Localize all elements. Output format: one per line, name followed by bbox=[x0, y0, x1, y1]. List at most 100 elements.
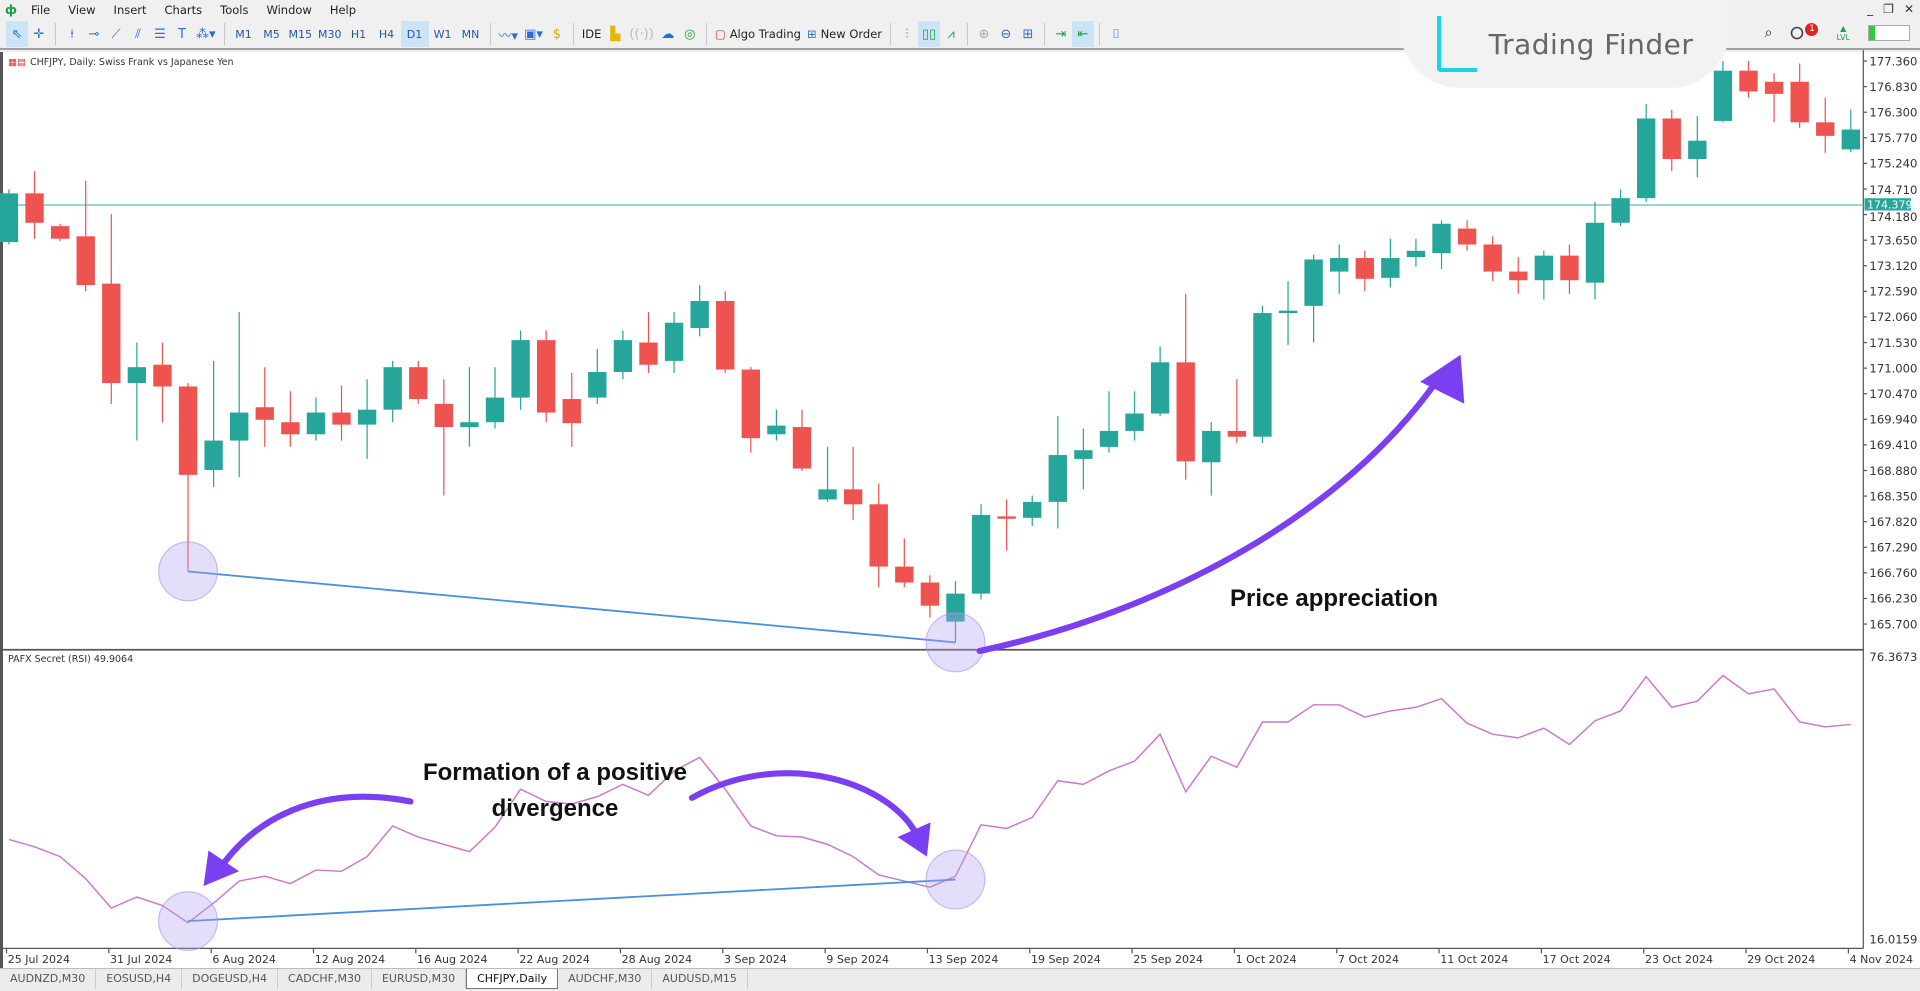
menu-view[interactable]: View bbox=[68, 3, 96, 17]
app-logo-icon: ф bbox=[5, 3, 17, 17]
chart-symbol-icon: ▦▤ bbox=[8, 57, 26, 68]
cursor-tool-icon[interactable]: ⇖ bbox=[6, 21, 28, 47]
indicators-icon[interactable]: 〰▾ bbox=[498, 28, 519, 44]
templates-icon[interactable]: ▣▾ bbox=[524, 26, 543, 42]
chart-shift-icon[interactable]: ⇤ bbox=[1072, 21, 1094, 47]
candle-body bbox=[1611, 198, 1630, 223]
candle-body bbox=[1406, 250, 1426, 258]
time-tick-label: 25 Sep 2024 bbox=[1133, 953, 1203, 966]
level-label: LVL bbox=[1836, 33, 1850, 42]
menu-charts[interactable]: Charts bbox=[164, 3, 203, 17]
radio-icon[interactable]: ((·)) bbox=[629, 26, 654, 42]
algo-trading-button[interactable]: ▢ Algo Trading bbox=[712, 21, 804, 47]
arrowhead-icon bbox=[1420, 354, 1465, 404]
timeframe-d1[interactable]: D1 bbox=[400, 21, 429, 47]
chart-tab[interactable]: DOGEUSD,H4 bbox=[182, 969, 279, 989]
trading-finder-logo-icon bbox=[1436, 16, 1477, 72]
menu-file[interactable]: File bbox=[31, 3, 51, 17]
timeframe-h1[interactable]: H1 bbox=[350, 27, 367, 41]
auto-scroll-icon[interactable]: ⇥ bbox=[1055, 26, 1067, 42]
highlight-circle bbox=[158, 541, 219, 602]
tile-windows-icon[interactable]: ⊞ bbox=[1022, 26, 1034, 42]
signals-icon[interactable]: $ bbox=[552, 26, 562, 42]
bar-chart-icon[interactable]: ⫶ bbox=[905, 26, 909, 42]
candle-body bbox=[1509, 271, 1528, 281]
annotation-price-appreciation: Price appreciation bbox=[1230, 585, 1439, 612]
horizontal-line-icon[interactable]: ⊸ bbox=[88, 26, 100, 42]
timeframe-w1[interactable]: W1 bbox=[433, 27, 452, 41]
candlestick-chart-icon[interactable]: ▯▯ bbox=[918, 21, 940, 47]
candle-body bbox=[1381, 258, 1400, 278]
notifications-button[interactable]: 1 bbox=[1790, 22, 1819, 40]
time-tick-label: 7 Oct 2024 bbox=[1338, 953, 1399, 966]
chart-tab[interactable]: AUDUSD,M15 bbox=[652, 969, 748, 989]
divider bbox=[489, 23, 491, 45]
price-tick-label: 176.830 bbox=[1869, 80, 1917, 94]
timeframe-m15[interactable]: M15 bbox=[288, 27, 313, 41]
time-tick-label: 17 Oct 2024 bbox=[1543, 953, 1611, 966]
new-order-button[interactable]: ⊞ New Order bbox=[804, 21, 885, 47]
price-tick-label: 169.940 bbox=[1869, 413, 1917, 427]
zoom-out-icon[interactable]: ⊖ bbox=[1000, 26, 1012, 42]
rsi-max-label: 76.3673 bbox=[1869, 650, 1917, 664]
timeframe-mn[interactable]: MN bbox=[461, 27, 480, 41]
market-icon[interactable]: ▙ bbox=[610, 26, 621, 42]
divider bbox=[1044, 23, 1045, 45]
candle-body bbox=[127, 367, 147, 384]
ide-button[interactable]: IDE bbox=[581, 27, 602, 41]
time-tick-label: 1 Oct 2024 bbox=[1236, 953, 1297, 966]
timeframe-m1[interactable]: M1 bbox=[235, 27, 252, 41]
candle-body bbox=[0, 193, 19, 243]
strategy-tester-icon[interactable]: ◎ bbox=[684, 26, 696, 42]
annotation-divergence-line1: Formation of a positive bbox=[422, 759, 688, 786]
rsi-divergence-line bbox=[187, 878, 956, 923]
channel-icon[interactable]: ⫽ bbox=[135, 26, 141, 42]
annotation-divergence: Formation of a positive divergence bbox=[370, 755, 740, 827]
candle-body bbox=[1150, 362, 1170, 414]
text-tool-icon[interactable]: T bbox=[178, 26, 186, 42]
timeframe-h4[interactable]: H4 bbox=[378, 27, 395, 41]
zoom-in-icon[interactable]: ⊕ bbox=[978, 26, 990, 42]
chart-canvas[interactable]: 177.360 176.830 176.300 175.770 175.240 174.7… bbox=[0, 50, 1920, 968]
vps-cloud-icon[interactable]: ☁ bbox=[661, 26, 675, 42]
price-tick-label: 177.360 bbox=[1869, 54, 1917, 68]
candle-body bbox=[1099, 430, 1119, 447]
price-tick-label: 167.820 bbox=[1869, 515, 1917, 529]
time-tick-label: 12 Aug 2024 bbox=[315, 953, 385, 966]
line-chart-icon[interactable]: ⩘ bbox=[947, 26, 955, 42]
divider bbox=[223, 23, 225, 45]
candle-body bbox=[741, 369, 760, 439]
fibonacci-icon[interactable]: ☰ bbox=[154, 26, 166, 42]
candle-body bbox=[230, 412, 249, 441]
menu-help[interactable]: Help bbox=[329, 3, 357, 17]
time-tick-label: 13 Sep 2024 bbox=[929, 953, 999, 966]
close-icon[interactable]: ✕ bbox=[1903, 2, 1914, 16]
candle-body bbox=[1841, 129, 1861, 150]
candle-body bbox=[1023, 501, 1042, 518]
minimize-icon[interactable]: _ bbox=[1867, 2, 1874, 16]
chart-tab[interactable]: CHFJPY,Daily bbox=[466, 969, 559, 989]
restore-icon[interactable]: ❐ bbox=[1883, 2, 1894, 16]
menu-insert[interactable]: Insert bbox=[113, 3, 147, 17]
candle-body bbox=[1713, 70, 1733, 121]
candle-body bbox=[1534, 255, 1554, 281]
search-icon[interactable]: ⌕ bbox=[1764, 25, 1773, 41]
candle-body bbox=[1202, 430, 1221, 463]
chart-tab[interactable]: EURUSD,M30 bbox=[372, 969, 467, 989]
chart-tab[interactable]: CADCHF,M30 bbox=[278, 969, 372, 989]
chart-tab[interactable]: EOSUSD,H4 bbox=[96, 969, 183, 989]
menu-tools[interactable]: Tools bbox=[220, 3, 249, 17]
menu-window[interactable]: Window bbox=[266, 3, 312, 17]
trading-finder-name: Trading Finder bbox=[1488, 27, 1694, 61]
chart-tab[interactable]: AUDNZD,M30 bbox=[0, 969, 97, 989]
price-tick-label: 174.710 bbox=[1869, 183, 1917, 197]
chart-tab[interactable]: AUDCHF,M30 bbox=[558, 969, 653, 989]
crosshair-icon[interactable]: ✛ bbox=[33, 26, 45, 42]
timeframe-m5[interactable]: M5 bbox=[263, 27, 280, 41]
candle-body bbox=[1662, 118, 1681, 160]
screenshot-icon[interactable]: ⌷ bbox=[1112, 26, 1120, 42]
shapes-icon[interactable]: ⁂▾ bbox=[196, 26, 216, 42]
trendline-icon[interactable]: ⟋ bbox=[111, 26, 121, 42]
timeframe-m30[interactable]: M30 bbox=[318, 27, 342, 41]
vertical-line-icon[interactable]: ⍿ bbox=[70, 26, 74, 42]
